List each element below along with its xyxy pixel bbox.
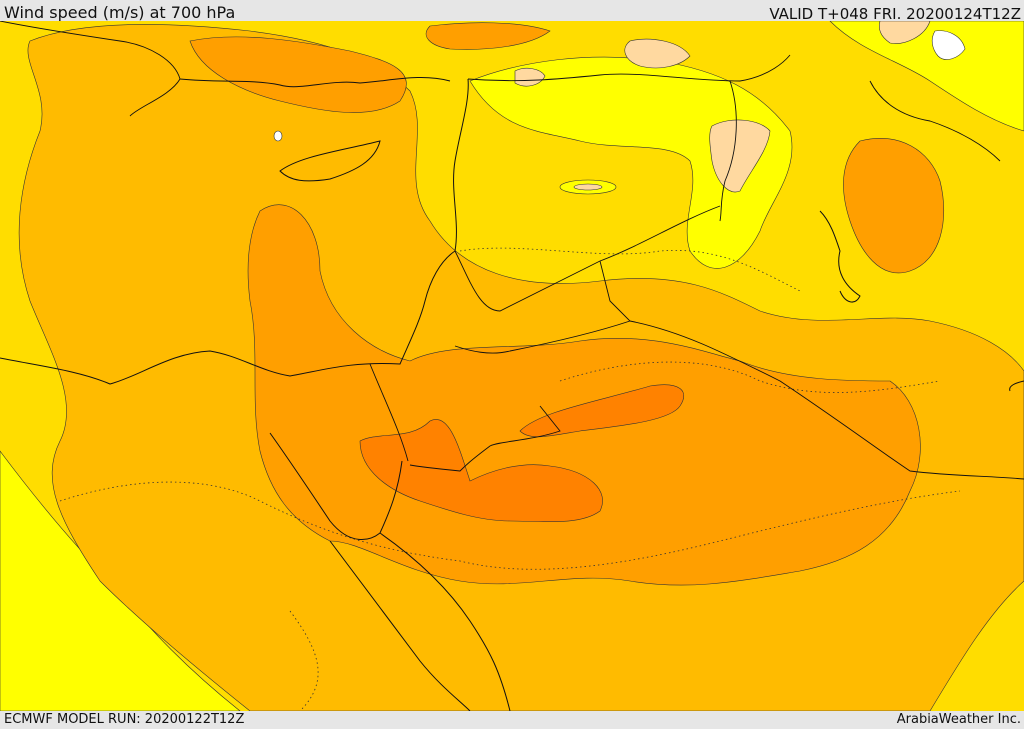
coastline-red-sea-east [379,532,511,711]
dark-orange-core-jordan [359,419,603,523]
dark-orange-core-saudi [519,384,685,438]
peach-pocket-north [624,38,691,69]
coastline-red-sea [329,540,471,711]
peach-pocket-northeast [879,21,931,44]
white-max-northeast [931,30,966,60]
valid-time-label: VALID T+048 FRI. 20200124T12Z [769,5,1021,23]
country-border [454,260,631,354]
model-run-label: ECMWF MODEL RUN: 20200122T12Z [4,712,245,727]
coastline-caspian [819,210,861,303]
dotted-isotach [289,610,319,711]
orange-zone-north [425,22,551,50]
low-wind-zone-northeast [829,21,1024,132]
country-border [467,54,791,82]
credit-label: ArabiaWeather Inc. [896,712,1021,727]
country-border [369,363,409,462]
peach-pocket-northwest [514,67,546,87]
map-title: Wind speed (m/s) at 700 hPa [4,3,236,22]
coastline-gulf [1009,380,1024,392]
country-border [454,205,721,312]
country-border [629,320,1024,480]
coastline [0,78,469,385]
country-border [869,80,1001,162]
country-border [719,80,737,222]
country-border [0,21,181,117]
wind-speed-map [0,21,1024,711]
orange-zone-west [189,36,407,113]
footer-bar [0,711,1024,729]
orange-zone-east [843,138,945,274]
white-max-turkey [273,130,283,142]
coastline-sinai [269,432,403,541]
coastline-cyprus [279,140,381,182]
country-border [409,405,561,472]
peach-pocket-east [709,119,771,193]
peach-pocket-iraq [573,183,603,191]
coastline [179,77,451,88]
header-bar [0,0,1024,21]
dotted-isotach [459,247,801,292]
